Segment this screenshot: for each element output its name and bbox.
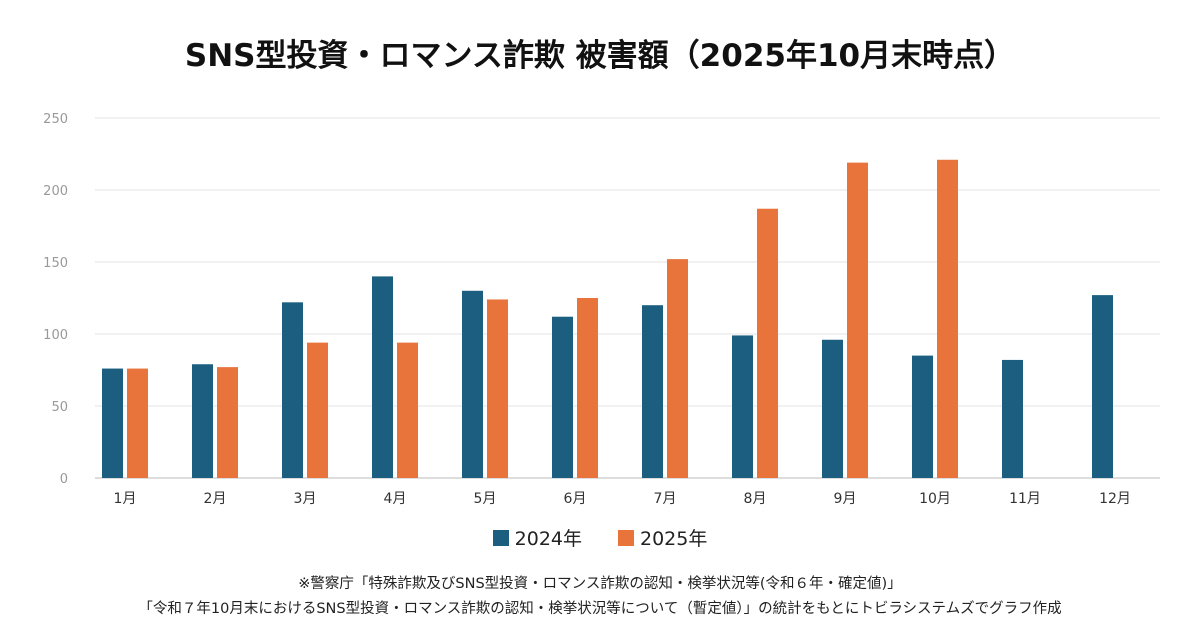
bar-2024年-1月 — [102, 368, 123, 478]
bar-2025年-5月 — [487, 299, 508, 478]
legend-item-2024: 2024年 — [492, 524, 582, 551]
x-tick-label: 8月 — [744, 491, 767, 507]
legend-swatch-2025 — [618, 529, 634, 546]
x-tick-label: 3月 — [294, 491, 317, 507]
x-tick-label: 9月 — [834, 491, 857, 507]
bar-2024年-8月 — [732, 335, 753, 478]
bar-2024年-10月 — [912, 355, 933, 478]
bar-2025年-9月 — [847, 162, 868, 478]
x-tick-label: 2月 — [204, 491, 227, 507]
x-tick-label: 5月 — [474, 491, 497, 507]
bar-2025年-7月 — [667, 259, 688, 478]
y-tick-label: 250 — [43, 112, 68, 127]
bar-2024年-4月 — [372, 276, 393, 478]
y-tick-label: 150 — [43, 256, 68, 271]
x-tick-label: 10月 — [919, 491, 951, 507]
legend-item-2025: 2025年 — [618, 524, 707, 551]
bar-2025年-2月 — [217, 367, 238, 478]
y-tick-label: 50 — [51, 400, 68, 415]
y-tick-label: 100 — [43, 328, 68, 343]
bar-2024年-5月 — [462, 290, 483, 478]
bar-2024年-3月 — [282, 302, 303, 478]
x-tick-label: 4月 — [384, 491, 407, 507]
y-tick-label: 200 — [43, 184, 68, 199]
x-tick-label: 11月 — [1009, 491, 1041, 507]
legend-label: 2025年 — [640, 528, 708, 550]
bar-2024年-12月 — [1092, 295, 1113, 478]
bar-2025年-4月 — [397, 342, 418, 478]
footnote-line-2: 「令和７年10月末におけるSNS型投資・ロマンス詐欺の認知・検挙状況等について（… — [138, 601, 1062, 617]
bar-2025年-6月 — [577, 298, 598, 478]
bar-2025年-10月 — [937, 159, 958, 478]
bar-2024年-2月 — [192, 364, 213, 478]
y-tick-label: 0 — [60, 472, 68, 487]
footnote-line-1: ※警察庁「特殊詐欺及びSNS型投資・ロマンス詐欺の認知・検挙状況等(令和６年・確… — [298, 576, 902, 592]
bar-2024年-6月 — [552, 316, 573, 478]
bar-2024年-7月 — [642, 305, 663, 478]
bar-2025年-8月 — [757, 208, 778, 478]
bar-2025年-1月 — [127, 368, 148, 478]
legend: 2024年 2025年 — [0, 524, 1200, 551]
x-tick-label: 7月 — [654, 491, 677, 507]
legend-label: 2024年 — [514, 528, 582, 550]
legend-swatch-2024 — [492, 529, 509, 546]
bar-2024年-11月 — [1002, 359, 1023, 478]
x-tick-label: 1月 — [114, 491, 137, 507]
bar-2025年-3月 — [307, 342, 328, 478]
bar-2024年-9月 — [822, 339, 843, 478]
x-tick-label: 12月 — [1099, 491, 1131, 507]
chart-title: SNS型投資・ロマンス詐欺 被害額（2025年10月末時点） — [184, 38, 1016, 74]
x-tick-label: 6月 — [564, 491, 587, 507]
